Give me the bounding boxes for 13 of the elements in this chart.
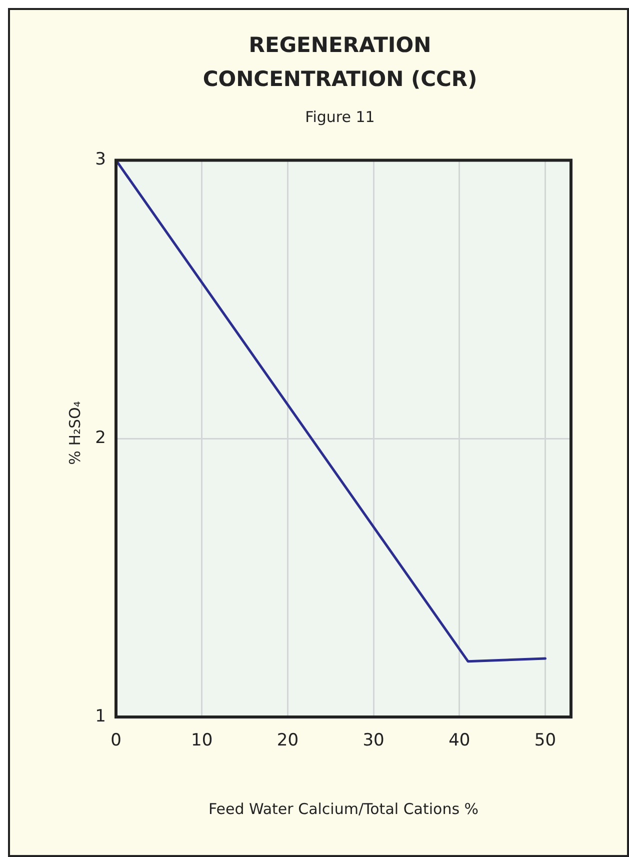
x-tick-label: 0: [110, 730, 122, 751]
y-tick-label: 3: [95, 150, 106, 170]
x-tick-label: 10: [191, 730, 213, 751]
y-tick-label: 2: [95, 428, 106, 448]
x-tick-label: 30: [362, 730, 384, 751]
x-tick-label: 20: [276, 730, 299, 751]
y-axis-title: % H₂SO₄: [66, 401, 84, 465]
x-tick-label: 50: [534, 730, 556, 751]
x-axis-title: Feed Water Calcium/Total Cations %: [207, 800, 480, 818]
chart-subtitle: Figure 11: [304, 108, 376, 126]
chart-title: REGENERATION CONCENTRATION (CCR): [202, 32, 478, 93]
y-tick-label: 1: [95, 706, 106, 726]
x-tick-label: 40: [448, 730, 470, 751]
